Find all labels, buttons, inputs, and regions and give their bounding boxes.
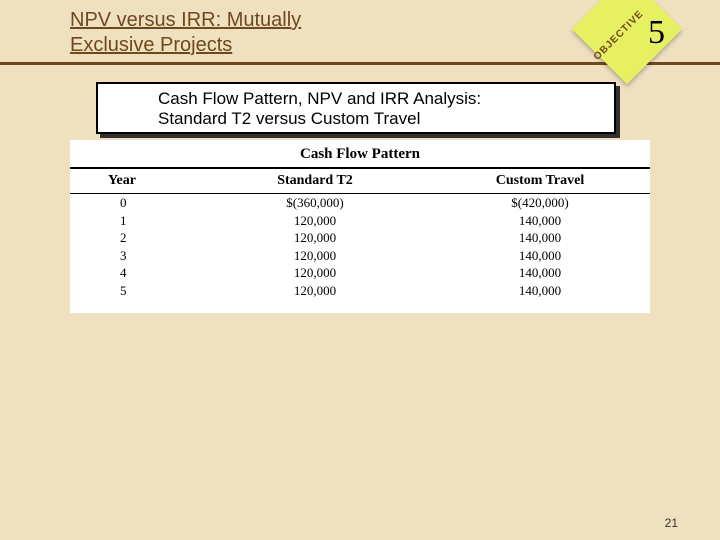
objective-number: 5 <box>648 14 665 52</box>
cell-year: 0 <box>70 194 200 212</box>
table-row: 4 120,000 140,000 <box>70 264 650 282</box>
cell-cus: 140,000 <box>430 212 650 230</box>
table-row: 5 120,000 140,000 <box>70 282 650 300</box>
cell-cus: $(420,000) <box>430 194 650 212</box>
cell-year: 5 <box>70 282 200 300</box>
cell-std: 120,000 <box>200 247 430 265</box>
cell-cus: 140,000 <box>430 247 650 265</box>
table-row: 3 120,000 140,000 <box>70 247 650 265</box>
header-year: Year <box>70 173 200 189</box>
banner-line-2: Standard T2 versus Custom Travel <box>158 109 596 129</box>
page-number: 21 <box>665 516 678 530</box>
cell-std: $(360,000) <box>200 194 430 212</box>
title-line-2: Exclusive Projects <box>70 33 630 58</box>
banner-box: Cash Flow Pattern, NPV and IRR Analysis:… <box>96 82 616 134</box>
cell-year: 3 <box>70 247 200 265</box>
cell-year: 4 <box>70 264 200 282</box>
cell-cus: 140,000 <box>430 264 650 282</box>
cell-std: 120,000 <box>200 212 430 230</box>
table-row: 1 120,000 140,000 <box>70 212 650 230</box>
slide-title: NPV versus IRR: Mutually Exclusive Proje… <box>70 8 630 58</box>
header-std: Standard T2 <box>200 173 430 189</box>
table-row: 2 120,000 140,000 <box>70 229 650 247</box>
title-line-1: NPV versus IRR: Mutually <box>70 8 630 33</box>
cell-year: 2 <box>70 229 200 247</box>
cell-cus: 140,000 <box>430 229 650 247</box>
cell-cus: 140,000 <box>430 282 650 300</box>
header-cus: Custom Travel <box>430 173 650 189</box>
table-row: 0 $(360,000) $(420,000) <box>70 194 650 212</box>
table-header-row: Year Standard T2 Custom Travel <box>70 169 650 193</box>
table-caption: Cash Flow Pattern <box>70 140 650 167</box>
objective-badge <box>572 0 682 84</box>
cell-std: 120,000 <box>200 264 430 282</box>
cashflow-table: Cash Flow Pattern Year Standard T2 Custo… <box>70 140 650 313</box>
banner-line-1: Cash Flow Pattern, NPV and IRR Analysis: <box>158 89 596 109</box>
cell-year: 1 <box>70 212 200 230</box>
cell-std: 120,000 <box>200 229 430 247</box>
cell-std: 120,000 <box>200 282 430 300</box>
